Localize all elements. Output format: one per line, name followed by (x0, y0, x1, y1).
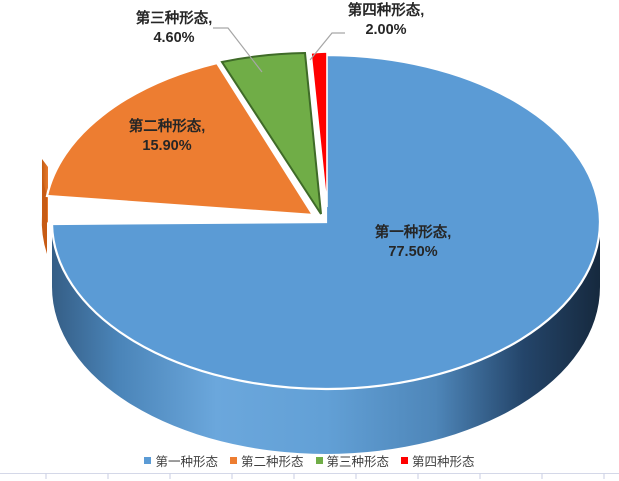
data-label-slice4-name: 第四种形态, (347, 3, 425, 19)
chart-legend[interactable]: 第一种形态 第二种形态 第三种形态 第四种形态 (0, 450, 619, 470)
data-label-slice3-percent: 4.60% (153, 30, 195, 47)
slice-orange-top[interactable] (45, 61, 316, 217)
legend-item-4[interactable]: 第四种形态 (401, 451, 475, 470)
legend-swatch-icon-1 (144, 456, 152, 464)
worksheet-grid-rule (0, 473, 619, 479)
legend-label-1: 第一种形态 (155, 454, 218, 469)
data-label-slice1: 第一种形态, 77.50% (367, 224, 459, 262)
legend-swatch-icon-4 (401, 456, 409, 464)
slice-blue-top[interactable] (50, 53, 602, 391)
legend-item-1[interactable]: 第一种形态 (144, 451, 218, 470)
legend-label-3: 第三种形态 (326, 454, 390, 469)
legend-label-4: 第四种形态 (412, 454, 475, 469)
data-label-slice3-name: 第三种形态, (135, 11, 213, 27)
data-label-slice4: 第四种形态, 2.00% (340, 2, 432, 40)
slice-orange-side-wall (41, 159, 48, 254)
data-label-slice3: 第三种形态, 4.60% (128, 10, 220, 48)
legend-swatch-icon-3 (315, 456, 323, 464)
legend-item-2[interactable]: 第二种形态 (229, 451, 304, 470)
leader-line-slice3 (213, 27, 263, 73)
data-label-slice4-percent: 2.00% (365, 22, 407, 39)
data-label-slice1-percent: 77.50% (388, 244, 438, 261)
data-label-slice1-name: 第一种形态, (374, 225, 452, 241)
legend-item-3[interactable]: 第三种形态 (315, 451, 390, 470)
data-label-slice2: 第二种形态, 15.90% (121, 118, 213, 156)
data-label-slice2-name: 第二种形态, (128, 119, 206, 135)
legend-swatch-icon-2 (229, 456, 237, 464)
legend-label-2: 第二种形态 (240, 454, 304, 469)
slice-red-top[interactable] (310, 51, 328, 208)
leader-line-slice4 (309, 32, 345, 61)
data-label-slice2-percent: 15.90% (142, 138, 192, 155)
slice-blue-side-wall (52, 222, 600, 454)
slice-green-top[interactable] (220, 51, 322, 215)
